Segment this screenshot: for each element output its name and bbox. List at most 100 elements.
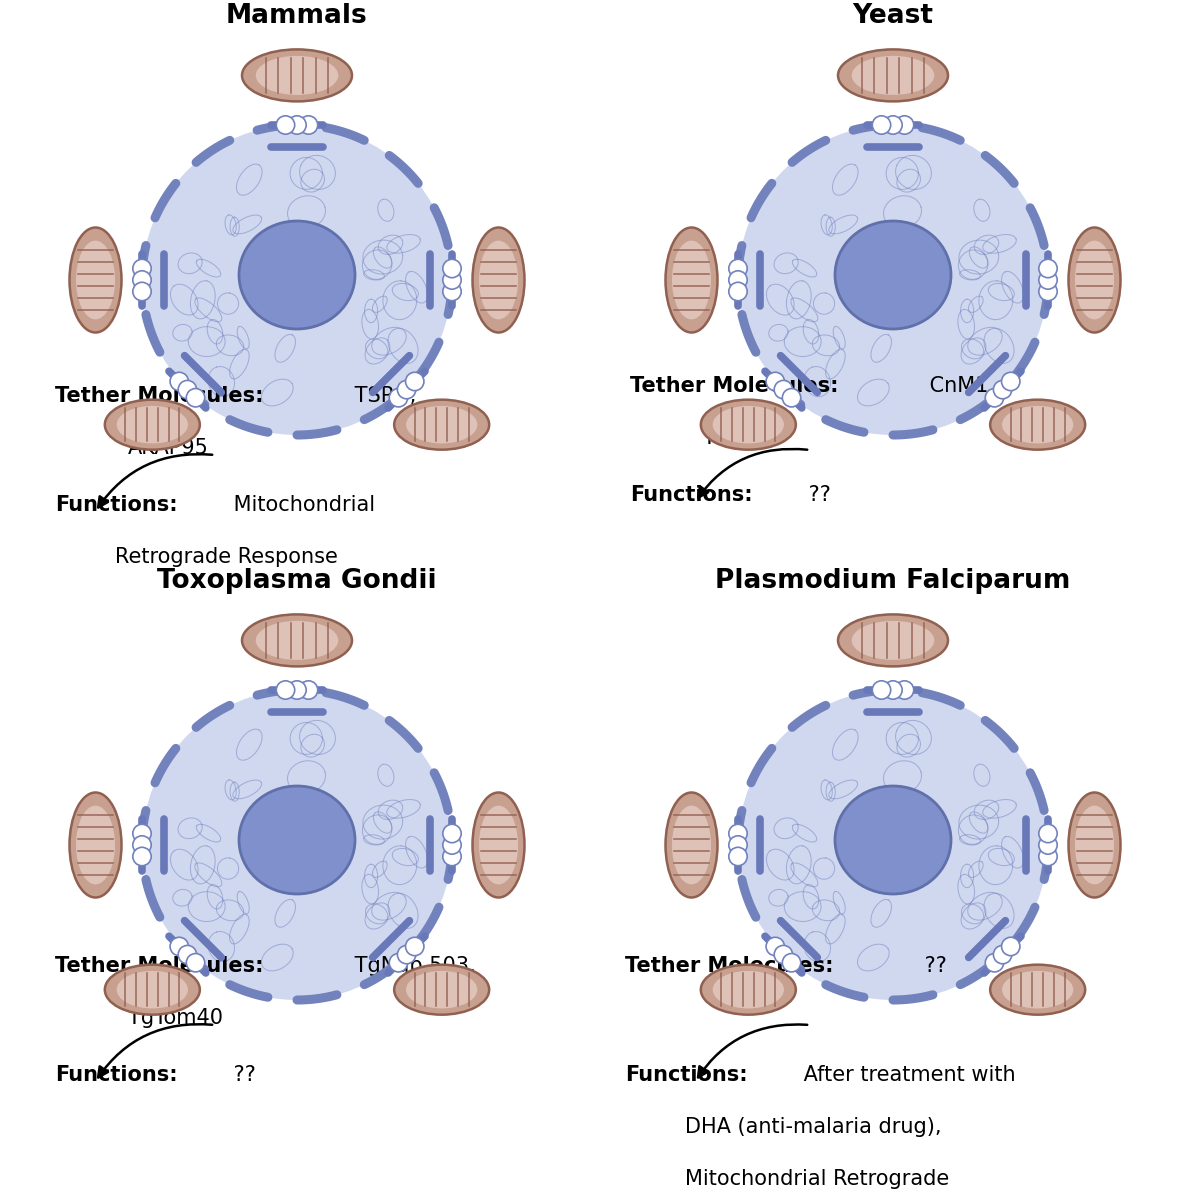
Ellipse shape	[1069, 792, 1121, 898]
Ellipse shape	[665, 792, 718, 898]
Ellipse shape	[406, 406, 477, 444]
Ellipse shape	[472, 228, 525, 332]
Circle shape	[766, 937, 784, 955]
Text: ??: ??	[802, 485, 832, 505]
Text: Functions:: Functions:	[625, 1066, 747, 1085]
Circle shape	[133, 282, 151, 301]
Ellipse shape	[242, 614, 352, 666]
Text: Yeast: Yeast	[852, 2, 933, 29]
Text: Plasmodium Falciparum: Plasmodium Falciparum	[715, 568, 1071, 594]
Text: ??: ??	[919, 955, 947, 976]
Ellipse shape	[69, 228, 121, 332]
Text: Tether Molecules:: Tether Molecules:	[55, 955, 263, 976]
Text: Mitochondrial: Mitochondrial	[227, 494, 376, 515]
Ellipse shape	[1075, 805, 1114, 884]
Ellipse shape	[665, 228, 718, 332]
Circle shape	[389, 954, 408, 972]
Ellipse shape	[672, 241, 710, 319]
Text: Toxoplasma Gondii: Toxoplasma Gondii	[157, 568, 437, 594]
Circle shape	[443, 824, 462, 842]
Circle shape	[187, 389, 205, 407]
Circle shape	[775, 946, 793, 964]
Text: CnM1,: CnM1,	[923, 376, 995, 396]
Text: Functions:: Functions:	[630, 485, 752, 505]
Circle shape	[872, 115, 890, 134]
Ellipse shape	[838, 614, 948, 666]
Circle shape	[895, 115, 914, 134]
Circle shape	[443, 271, 462, 289]
Text: Tether Molecules:: Tether Molecules:	[55, 385, 263, 406]
Text: Tether Molecules:: Tether Molecules:	[630, 376, 839, 396]
Circle shape	[872, 680, 890, 700]
Circle shape	[1039, 271, 1057, 289]
Ellipse shape	[406, 971, 477, 1008]
Circle shape	[782, 389, 801, 407]
Circle shape	[133, 259, 151, 277]
Circle shape	[389, 389, 408, 407]
Ellipse shape	[105, 965, 200, 1015]
Ellipse shape	[838, 49, 948, 102]
Circle shape	[895, 680, 914, 700]
Ellipse shape	[117, 971, 188, 1008]
Ellipse shape	[242, 49, 352, 102]
Circle shape	[142, 125, 452, 436]
Circle shape	[406, 937, 424, 955]
Text: Mammals: Mammals	[226, 2, 368, 29]
Circle shape	[276, 115, 295, 134]
Ellipse shape	[472, 792, 525, 898]
Circle shape	[288, 680, 306, 700]
Circle shape	[300, 680, 318, 700]
Text: TgTom40: TgTom40	[129, 1008, 224, 1027]
Ellipse shape	[256, 56, 338, 95]
Text: DHA (anti-malaria drug),: DHA (anti-malaria drug),	[685, 1117, 941, 1138]
Ellipse shape	[1075, 241, 1114, 319]
Circle shape	[178, 946, 196, 964]
Ellipse shape	[239, 786, 355, 894]
Ellipse shape	[256, 620, 338, 660]
Circle shape	[443, 259, 462, 277]
Circle shape	[397, 380, 415, 398]
Text: After treatment with: After treatment with	[797, 1066, 1016, 1085]
Text: AKAP95: AKAP95	[129, 438, 209, 457]
Circle shape	[133, 835, 151, 854]
Circle shape	[728, 259, 747, 277]
Ellipse shape	[835, 221, 951, 329]
Circle shape	[406, 372, 424, 391]
Circle shape	[300, 115, 318, 134]
Circle shape	[728, 835, 747, 854]
Circle shape	[187, 954, 205, 972]
Ellipse shape	[480, 805, 518, 884]
Ellipse shape	[76, 241, 115, 319]
Text: ??: ??	[227, 1066, 256, 1085]
Ellipse shape	[394, 400, 489, 450]
Ellipse shape	[852, 620, 934, 660]
Circle shape	[443, 835, 462, 854]
Ellipse shape	[701, 400, 796, 450]
Circle shape	[276, 680, 295, 700]
Circle shape	[1039, 259, 1057, 277]
Ellipse shape	[990, 400, 1085, 450]
Text: Functions:: Functions:	[55, 1066, 177, 1085]
Ellipse shape	[852, 56, 934, 95]
Circle shape	[1039, 824, 1057, 842]
Text: Tether Molecules:: Tether Molecules:	[625, 955, 833, 976]
Circle shape	[170, 372, 188, 391]
Text: TSPO,: TSPO,	[349, 385, 416, 406]
Circle shape	[1039, 282, 1057, 301]
Circle shape	[288, 115, 306, 134]
Ellipse shape	[394, 965, 489, 1015]
Ellipse shape	[1002, 971, 1073, 1008]
Ellipse shape	[713, 406, 784, 444]
Circle shape	[985, 389, 1003, 407]
Ellipse shape	[1002, 406, 1073, 444]
Text: Functions:: Functions:	[55, 494, 177, 515]
Circle shape	[397, 946, 415, 964]
Circle shape	[170, 937, 188, 955]
Circle shape	[766, 372, 784, 391]
Ellipse shape	[105, 400, 200, 450]
Circle shape	[985, 954, 1003, 972]
Circle shape	[443, 847, 462, 865]
Ellipse shape	[117, 406, 188, 444]
Ellipse shape	[672, 805, 710, 884]
Circle shape	[775, 380, 793, 398]
